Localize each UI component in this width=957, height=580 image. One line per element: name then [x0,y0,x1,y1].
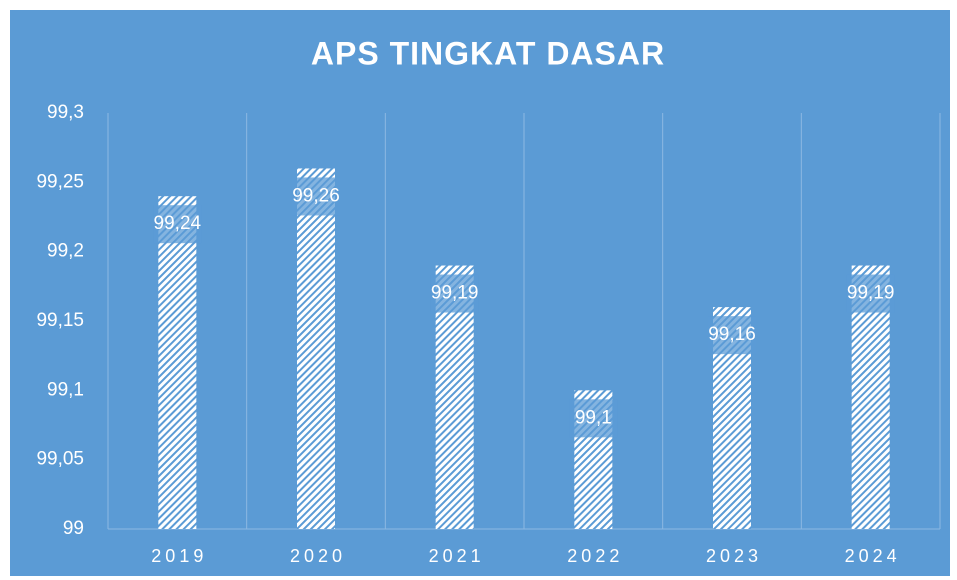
x-tick-label: 2024 [845,546,901,566]
data-label-background [292,177,340,216]
chart-title: APS TINGKAT DASAR [311,35,665,71]
data-label: 99,1 [575,407,612,428]
y-tick-label: 99,3 [47,102,84,123]
data-label: 99,26 [292,185,340,206]
data-label: 99,24 [154,213,202,234]
y-tick-label: 99,15 [36,310,84,331]
data-label: 99,19 [431,283,479,304]
data-label: 99,19 [847,283,895,304]
x-tick-label: 2022 [567,546,623,566]
bar [297,168,335,529]
y-tick-label: 99,2 [47,241,84,262]
data-label-background [708,316,756,355]
data-label: 99,16 [708,324,756,345]
x-tick-label: 2019 [151,546,207,566]
data-label-background [430,274,479,313]
bar [158,196,197,529]
y-tick-label: 99 [63,518,84,539]
data-label-background [153,205,202,244]
x-tick-label: 2020 [290,546,346,566]
y-tick-label: 99,25 [36,171,84,192]
x-tick-label: 2023 [706,546,762,566]
data-label-background [569,399,618,438]
y-tick-label: 99,05 [36,449,84,470]
data-label-background [846,274,895,313]
x-tick-label: 2021 [429,546,485,566]
chart-background [10,10,950,576]
y-tick-label: 99,1 [47,379,84,400]
